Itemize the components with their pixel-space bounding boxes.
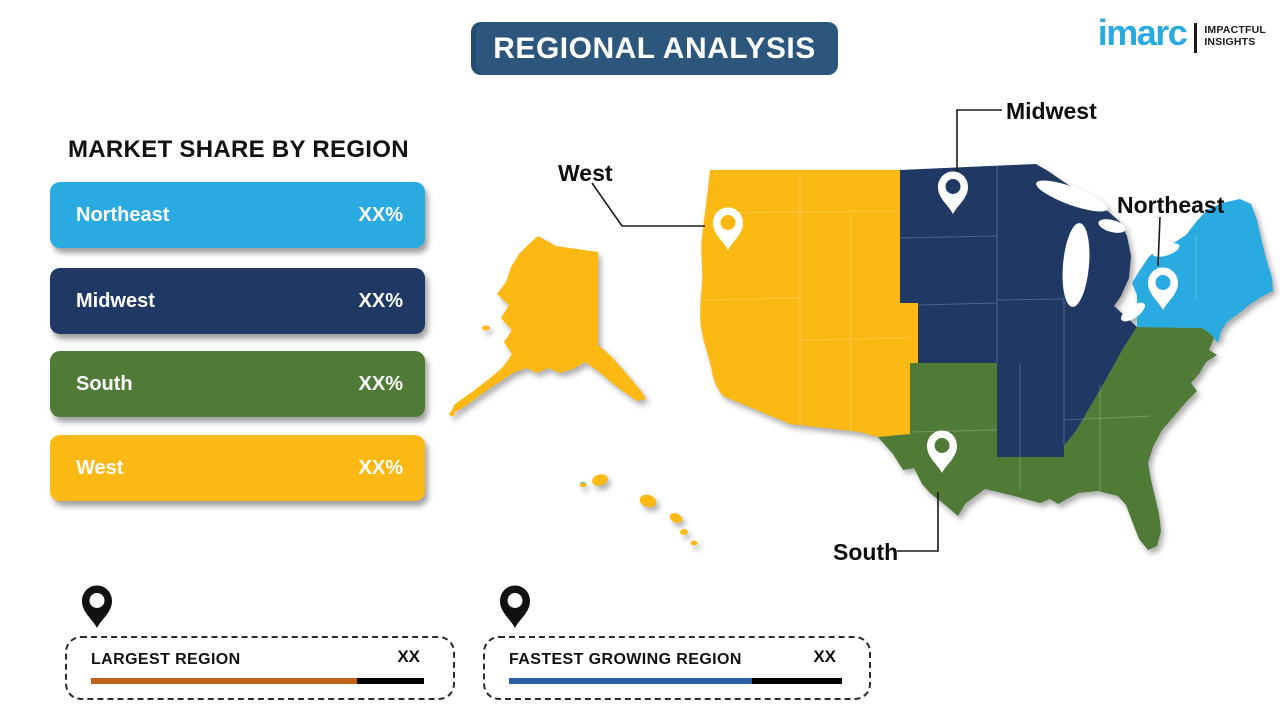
fastest-growing-region-value: XX	[813, 647, 836, 666]
fastest-growing-region-box: FASTEST GROWING REGION XX	[483, 636, 871, 700]
map-pin-south	[927, 430, 957, 473]
legend-bar-south-value: XX%	[358, 372, 403, 395]
map-region-hawaii	[579, 474, 698, 546]
pin-hole	[934, 438, 950, 453]
legend-bar-south-label: South	[76, 372, 133, 395]
west-connector-line	[591, 182, 705, 227]
hawaii-island	[680, 529, 688, 535]
hawaii-island	[690, 540, 698, 546]
northeast-connector-line	[1157, 216, 1161, 267]
map-pin-midwest	[938, 171, 968, 214]
legend-bar-west-value: XX%	[358, 456, 403, 479]
map-region-south	[878, 327, 1218, 550]
midwest-connector-line	[956, 109, 1002, 176]
fastest-growing-region-meter-fill	[509, 678, 753, 684]
map-region-west	[700, 170, 918, 437]
hawaii-island	[639, 494, 657, 508]
largest-region-meter	[91, 678, 424, 684]
lake-michigan	[1062, 223, 1090, 307]
legend-bar-northeast-value: XX%	[358, 203, 403, 226]
legend-bar-west-label: West	[76, 456, 124, 479]
largest-region-label: LARGEST REGION	[91, 651, 241, 668]
pin-hole	[89, 593, 105, 608]
legend-bar-northeast: Northeast XX%	[50, 182, 425, 248]
fastest-growing-region-meter	[509, 678, 842, 684]
map-label-northeast: Northeast	[1117, 192, 1225, 218]
legend-bar-midwest-value: XX%	[358, 289, 403, 312]
map-pin-west	[713, 207, 743, 250]
legend-bar-midwest-label: Midwest	[76, 289, 155, 312]
map-landmass	[449, 164, 1273, 550]
logo-tagline-line1: IMPACTFUL	[1204, 24, 1266, 36]
map-label-midwest: Midwest	[1006, 98, 1097, 124]
map-callout-lines	[591, 109, 1161, 552]
largest-region-pin-icon	[82, 585, 112, 628]
largest-region-box: LARGEST REGION XX	[65, 636, 455, 700]
pin-hole	[720, 215, 736, 230]
logo-divider	[1194, 23, 1198, 53]
lake-superior	[1036, 180, 1108, 212]
state-boundary-lines	[701, 165, 1197, 492]
imarc-logo: imarc IMPACTFUL INSIGHTS	[1097, 12, 1266, 53]
pin-hole	[1155, 275, 1171, 290]
map-label-west: West	[558, 160, 613, 186]
fastest-growing-region-label: FASTEST GROWING REGION	[509, 651, 742, 668]
map-alaska-island	[482, 325, 490, 331]
legend-bar-south: South XX%	[50, 351, 425, 417]
hawaii-island	[592, 474, 608, 486]
largest-region-value: XX	[397, 647, 420, 666]
hawaii-island	[669, 513, 683, 523]
south-connector-line	[897, 492, 939, 552]
legend-bar-northeast-label: Northeast	[76, 203, 170, 226]
map-region-northeast	[1132, 199, 1273, 343]
fastest-growing-region-pin-icon	[500, 585, 530, 628]
map-pin-northeast	[1148, 267, 1178, 310]
map-alaska-island	[449, 412, 455, 416]
map-region-alaska	[449, 236, 646, 415]
logo-tagline: IMPACTFUL INSIGHTS	[1204, 24, 1266, 48]
pin-hole	[945, 179, 961, 194]
map-label-south: South	[833, 539, 898, 565]
logo-tagline-line2: INSIGHTS	[1204, 36, 1256, 49]
hawaii-island	[579, 482, 587, 488]
legend-title: MARKET SHARE BY REGION	[68, 136, 409, 163]
lake-huron	[1098, 219, 1126, 233]
legend-bar-midwest: Midwest XX%	[50, 268, 425, 334]
logo-wordmark: imarc	[1097, 12, 1188, 53]
pin-hole	[507, 593, 523, 608]
legend-bar-west: West XX%	[50, 435, 425, 501]
page-title-text: REGIONAL ANALYSIS	[493, 31, 816, 65]
lake-erie	[1121, 302, 1145, 322]
page-title: REGIONAL ANALYSIS	[471, 22, 838, 75]
largest-region-meter-fill	[91, 678, 358, 684]
